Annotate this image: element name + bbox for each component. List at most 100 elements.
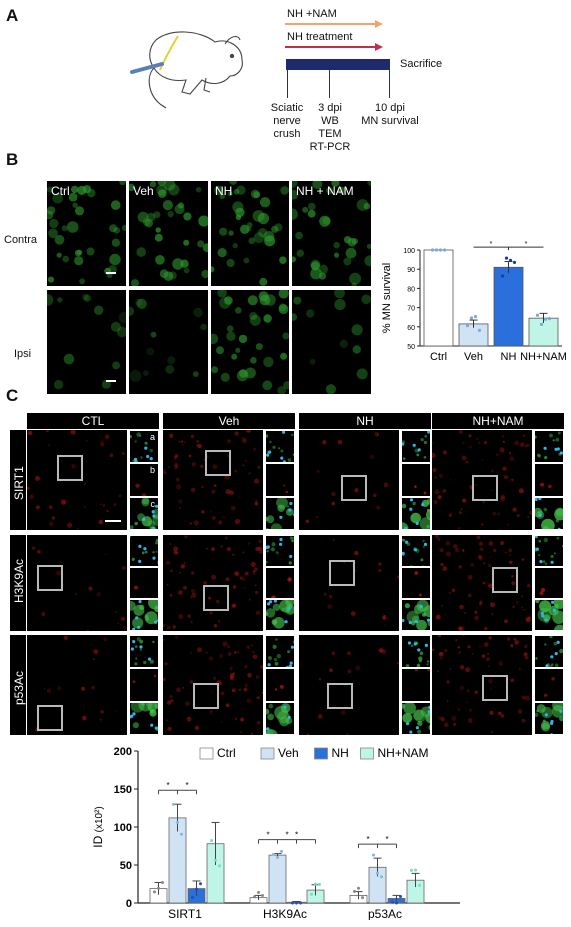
data-point bbox=[442, 248, 447, 252]
legend-label: Veh bbox=[278, 746, 299, 760]
inset-thumbnail bbox=[265, 463, 295, 497]
legend-swatch-nh bbox=[314, 747, 328, 760]
roi-box bbox=[492, 567, 518, 593]
x-tick-label: SIRT1 bbox=[168, 907, 202, 920]
inset-thumbnail bbox=[129, 599, 159, 631]
arrow-nh bbox=[285, 43, 383, 51]
micrograph-b-ipsi-0 bbox=[47, 290, 126, 394]
data-point bbox=[539, 322, 544, 326]
tick-10dpi bbox=[389, 70, 390, 98]
micrograph-c-p53ac-3 bbox=[432, 635, 532, 735]
panel-letter-c: C bbox=[6, 386, 19, 405]
significance-star: * bbox=[490, 241, 493, 248]
data-point bbox=[477, 328, 482, 332]
column-label-b: Ctrl bbox=[51, 184, 70, 198]
data-point bbox=[257, 890, 260, 894]
data-point bbox=[434, 248, 439, 252]
inset-thumbnail bbox=[401, 599, 431, 631]
y-tick-label: 50 bbox=[120, 860, 132, 872]
inset-thumbnail bbox=[129, 535, 159, 567]
arrow-nh-label: NH treatment bbox=[287, 31, 353, 43]
scale-bar bbox=[106, 272, 116, 274]
micrograph-b-ipsi-2 bbox=[211, 290, 289, 394]
inset-thumbnail bbox=[534, 535, 564, 567]
data-point bbox=[414, 868, 417, 872]
micrograph-c-sirt1-0 bbox=[27, 430, 127, 530]
data-point bbox=[410, 868, 413, 872]
y-tick-label: 80 bbox=[407, 286, 415, 293]
inset-thumbnail bbox=[129, 635, 159, 669]
data-point bbox=[353, 889, 356, 893]
y-axis-title-text: ID bbox=[91, 832, 105, 847]
data-point bbox=[418, 883, 421, 887]
significance-star: * bbox=[266, 831, 269, 840]
data-point bbox=[508, 258, 513, 262]
data-point bbox=[314, 882, 317, 886]
y-tick-label: 90 bbox=[407, 267, 415, 274]
data-point bbox=[176, 820, 179, 824]
data-point bbox=[391, 900, 394, 904]
id-quantification-chart: 0 50 100 150 200 ID (x10²) SIRT1 * * H3K9Ac * * * p53… bbox=[91, 746, 460, 920]
data-point bbox=[161, 880, 164, 884]
row-label-strip: H3K9Ac bbox=[10, 535, 26, 631]
bar-ctrl bbox=[423, 249, 454, 347]
inset-thumbnail bbox=[265, 599, 295, 631]
step-10dpi: 10 dpi MN survival bbox=[361, 102, 419, 127]
row-label-strip: SIRT1 bbox=[10, 430, 26, 530]
data-point bbox=[276, 855, 279, 859]
y-tick-label: 70 bbox=[407, 306, 415, 313]
legend-swatch-veh bbox=[260, 747, 275, 760]
data-point bbox=[172, 802, 175, 806]
inset-thumbnail bbox=[265, 496, 295, 530]
data-point bbox=[291, 901, 294, 905]
legend-swatch-ctrl bbox=[199, 747, 214, 760]
inset-letter: c bbox=[150, 498, 156, 509]
data-point bbox=[191, 895, 194, 899]
sacrifice-label: Sacrifice bbox=[400, 58, 443, 70]
step-3dpi: 3 dpi WB TEM RT-PCR bbox=[309, 102, 351, 153]
significance-star: * bbox=[366, 835, 369, 844]
legend-label: Ctrl bbox=[217, 746, 236, 760]
inset-thumbnail bbox=[401, 463, 431, 497]
column-header-c: NH bbox=[299, 413, 431, 429]
inset-letter: b bbox=[149, 465, 155, 476]
roi-box bbox=[341, 475, 367, 501]
inset-thumbnail bbox=[534, 599, 564, 631]
tick-0 bbox=[287, 70, 288, 98]
data-point bbox=[357, 886, 360, 890]
inset-thumbnail bbox=[401, 635, 431, 669]
data-point bbox=[157, 886, 160, 890]
data-point bbox=[535, 313, 540, 317]
inset-thumbnail bbox=[534, 496, 564, 530]
column-label-b: NH + NAM bbox=[296, 184, 354, 198]
inset-thumbnail bbox=[401, 567, 431, 599]
inset-thumbnail bbox=[401, 668, 431, 702]
roi-box bbox=[193, 683, 219, 709]
inset-thumbnail bbox=[534, 668, 564, 702]
inset-thumbnail bbox=[265, 430, 295, 464]
micrograph-c-h3k9ac-0 bbox=[27, 535, 127, 631]
significance-star: * bbox=[525, 241, 528, 248]
roi-box bbox=[37, 705, 63, 731]
inset-thumbnail bbox=[534, 430, 564, 464]
y-tick-label: 100 bbox=[114, 822, 132, 834]
data-point bbox=[512, 260, 517, 264]
data-point bbox=[361, 896, 364, 900]
inset-letter: a bbox=[149, 432, 155, 442]
y-tick-label: 0 bbox=[126, 898, 132, 910]
row-label-contra: Contra bbox=[4, 234, 38, 246]
significance-star: * bbox=[385, 835, 388, 844]
inset-thumbnail bbox=[129, 668, 159, 702]
inset-thumbnail bbox=[265, 535, 295, 567]
roi-box bbox=[472, 475, 498, 501]
inset-thumbnail bbox=[401, 535, 431, 567]
micrograph-c-p53ac-0 bbox=[27, 635, 127, 735]
y-tick-label: 60 bbox=[407, 325, 415, 332]
data-point bbox=[376, 871, 379, 875]
data-point bbox=[310, 892, 313, 896]
inset-thumbnail bbox=[401, 701, 431, 735]
column-header-c: Veh bbox=[163, 413, 295, 429]
arrow-nam-label: NH +NAM bbox=[287, 8, 337, 20]
data-point bbox=[253, 895, 256, 899]
data-point bbox=[504, 256, 509, 260]
